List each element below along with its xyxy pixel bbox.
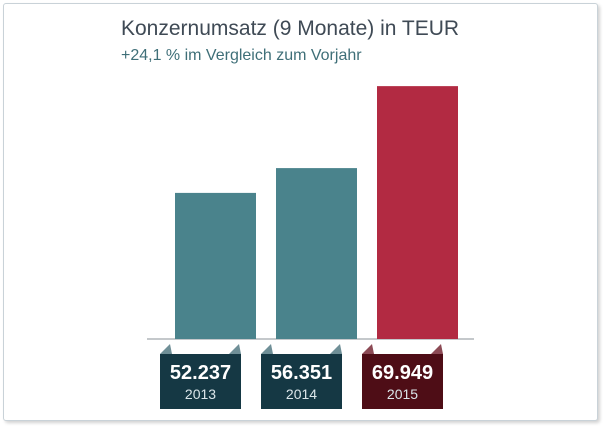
label-tag-2014	[261, 354, 342, 409]
label-tag-fold-right-2013	[229, 344, 241, 354]
chart-title: Konzernumsatz (9 Monate) in TEUR	[121, 17, 460, 40]
year-label-2015: 2015	[387, 386, 418, 402]
chart-frame: Konzernumsatz (9 Monate) in TEUR +24,1 %…	[3, 3, 598, 421]
value-label-2013: 52.237	[170, 362, 231, 384]
bar-2013	[175, 192, 256, 339]
year-label-2013: 2013	[185, 386, 216, 402]
chart-subtitle: +24,1 % im Vergleich zum Vorjahr	[121, 47, 362, 64]
value-label-2014: 56.351	[271, 362, 332, 384]
label-tag-2013	[160, 354, 241, 409]
value-label-2015: 69.949	[372, 362, 433, 384]
bar-2015	[377, 86, 458, 340]
label-tag-fold-2015	[362, 344, 374, 354]
label-tag-fold-right-2015	[431, 344, 443, 354]
label-tag-fold-right-2014	[330, 344, 342, 354]
label-tag-2015	[362, 354, 443, 409]
year-label-2014: 2014	[286, 386, 317, 402]
bar-2014	[276, 168, 357, 339]
label-tag-fold-2013	[160, 344, 172, 354]
label-tag-fold-2014	[261, 344, 273, 354]
bar-chart: 52.237 2013 56.351 2014 69.949 2015	[147, 86, 474, 409]
